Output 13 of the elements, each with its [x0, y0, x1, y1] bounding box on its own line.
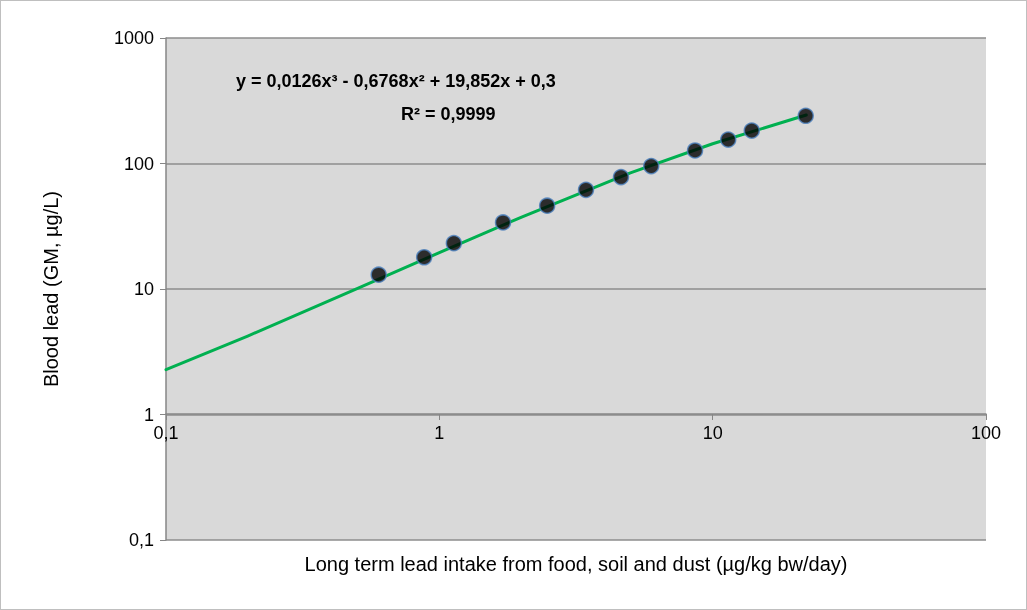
- x-tick-label: 1: [434, 423, 445, 443]
- x-tick-label: 100: [970, 423, 1002, 443]
- y-tick-label: 1000: [113, 28, 154, 48]
- annotation: y = 0,0126x³ - 0,6768x² + 19,852x + 0,3: [236, 71, 556, 91]
- y-tick-label: 0,1: [128, 530, 154, 550]
- y-tick-label: 100: [123, 153, 154, 174]
- x-tick-label: 10: [702, 423, 723, 443]
- annotation: R² = 0,9999: [401, 104, 496, 124]
- x-tick-label: 0,1: [153, 423, 179, 443]
- y-axis-title: Blood lead (GM, µg/L): [40, 190, 62, 388]
- y-tick-label: 10: [133, 279, 154, 299]
- x-axis-title: Long term lead intake from food, soil and dust (µg/kg bw/day): [304, 553, 848, 575]
- y-tick-label: 1: [143, 404, 154, 425]
